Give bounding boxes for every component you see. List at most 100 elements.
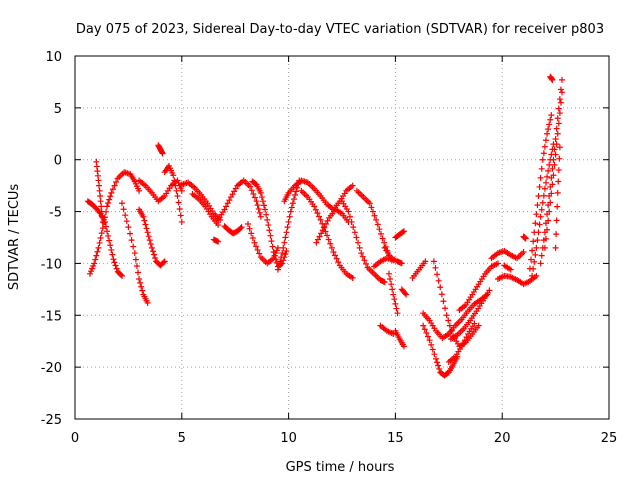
data-point	[174, 193, 181, 200]
data-point	[551, 146, 558, 153]
data-point	[548, 190, 555, 197]
data-point	[555, 120, 562, 127]
data-point	[122, 212, 129, 219]
data-point	[318, 230, 325, 237]
data-point	[106, 237, 113, 244]
data-point	[542, 235, 549, 242]
data-point	[537, 174, 544, 181]
data-point	[434, 359, 441, 366]
data-point	[249, 235, 256, 242]
data-point	[537, 260, 544, 267]
data-point	[554, 130, 561, 137]
data-point	[105, 200, 112, 207]
y-tick-label: 5	[54, 102, 62, 117]
data-point	[279, 250, 286, 257]
data-point	[215, 238, 222, 245]
data-point	[348, 218, 355, 225]
data-point	[246, 225, 253, 232]
data-point	[393, 305, 400, 312]
data-point	[245, 221, 252, 228]
data-point	[545, 217, 552, 224]
data-point	[268, 238, 275, 245]
data-point	[267, 232, 274, 239]
data-point	[251, 239, 258, 246]
data-point	[431, 351, 438, 358]
data-point	[175, 199, 182, 206]
data-point	[374, 221, 381, 228]
x-tick-label: 25	[601, 431, 618, 446]
data-point	[111, 182, 118, 189]
data-point	[263, 211, 270, 218]
data-point	[269, 243, 276, 250]
data-point	[536, 183, 543, 190]
y-tick-label: -10	[41, 257, 62, 272]
data-point	[442, 305, 449, 312]
data-point	[460, 340, 467, 347]
data-point	[237, 225, 244, 232]
data-point	[176, 205, 183, 212]
x-tick-label: 20	[494, 431, 511, 446]
data-point	[104, 228, 111, 235]
data-point	[327, 240, 334, 247]
data-point	[161, 258, 168, 265]
data-point	[257, 189, 264, 196]
data-point	[448, 327, 455, 334]
data-point	[138, 283, 145, 290]
data-point	[555, 178, 562, 185]
data-point	[366, 200, 373, 207]
data-point	[537, 213, 544, 220]
data-point	[148, 244, 155, 251]
chart-title: Day 075 of 2023, Sidereal Day-to-day VTE…	[76, 22, 604, 37]
data-point	[539, 156, 546, 163]
data-point	[254, 202, 261, 209]
data-point	[535, 193, 542, 200]
data-point	[533, 211, 540, 218]
data-point	[403, 291, 410, 298]
data-point	[317, 216, 324, 223]
data-point	[435, 362, 442, 369]
data-point	[390, 291, 397, 298]
data-point	[171, 177, 178, 184]
data-point	[545, 167, 552, 174]
data-point	[178, 218, 185, 225]
data-point	[335, 259, 342, 266]
data-point	[130, 243, 137, 250]
data-point	[113, 179, 120, 186]
data-point	[280, 244, 287, 251]
data-point	[553, 217, 560, 224]
data-point	[100, 219, 107, 226]
data-point	[351, 229, 358, 236]
data-point	[430, 258, 437, 265]
data-point	[144, 229, 151, 236]
data-point	[437, 284, 444, 291]
data-point	[288, 204, 295, 211]
grid-layer	[75, 56, 609, 419]
data-point	[539, 199, 546, 206]
data-point	[350, 224, 357, 231]
data-point	[388, 281, 395, 288]
data-point	[293, 188, 300, 195]
data-point	[332, 252, 339, 259]
data-point	[120, 206, 127, 213]
data-point	[314, 236, 321, 243]
data-point	[436, 365, 443, 372]
data-point	[178, 187, 185, 194]
data-point	[507, 266, 514, 273]
data-point	[398, 260, 405, 267]
data-point	[146, 237, 153, 244]
data-point	[128, 237, 135, 244]
y-tick-label: -25	[41, 413, 62, 428]
data-point	[423, 329, 430, 336]
data-point	[373, 216, 380, 223]
data-point	[361, 257, 368, 264]
y-tick-label: 10	[45, 50, 62, 65]
data-point	[261, 202, 268, 209]
data-point	[486, 287, 493, 294]
data-point	[258, 194, 265, 201]
data-point	[549, 181, 556, 188]
data-point	[248, 230, 255, 237]
data-point	[368, 204, 375, 211]
y-tick-label: -20	[41, 361, 62, 376]
y-tick-label: 0	[54, 154, 62, 169]
